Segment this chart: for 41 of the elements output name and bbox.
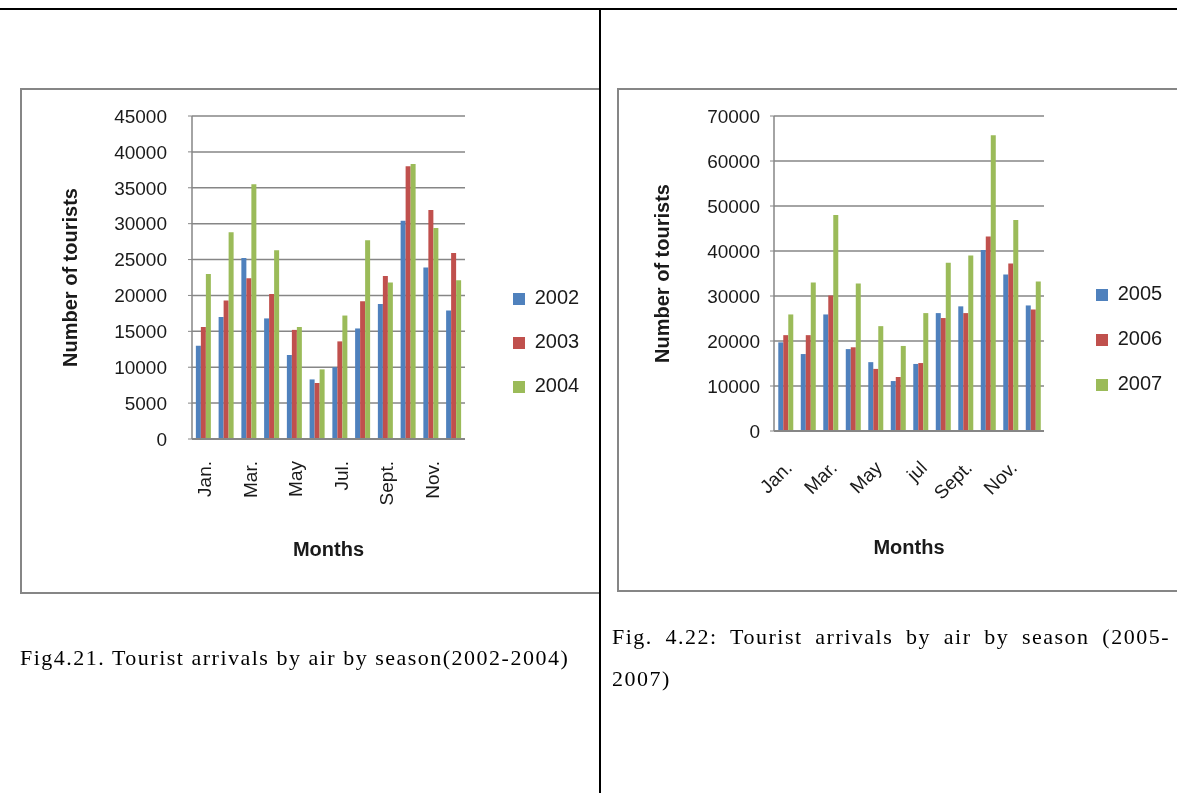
y-tick-label: 40000 (707, 240, 760, 262)
y-tick-label: 20000 (114, 285, 167, 307)
legend-label: 2004 (534, 374, 580, 396)
y-tick-label: 45000 (114, 105, 167, 127)
y-tick-label: 20000 (707, 330, 760, 352)
x-tick-label: jul (902, 456, 932, 486)
x-tick-label: Nov. (421, 461, 443, 499)
y-tick-label: 40000 (114, 141, 167, 163)
y-tick-label: 50000 (707, 195, 760, 217)
legend-label: 2006 (1117, 327, 1163, 349)
x-axis-title: Months (292, 538, 365, 560)
y-tick-label: 25000 (114, 249, 167, 271)
y-tick-label: 5000 (124, 392, 167, 414)
x-tick-label: Jan. (194, 461, 216, 497)
x-tick-label: Jul. (330, 461, 352, 491)
x-axis-title: Months (873, 536, 945, 558)
y-tick-label: 35000 (114, 177, 167, 199)
legend-label: 2005 (1117, 282, 1163, 304)
y-tick-label: 15000 (114, 321, 167, 343)
legend-label: 2007 (1117, 372, 1163, 394)
caption: Fig4.21. Tourist arrivals by air by season(2002-2004) (20, 644, 571, 672)
legend-label: 2002 (534, 286, 580, 308)
x-tick-label: Nov. (979, 456, 1022, 499)
legend-label: 2003 (534, 330, 580, 352)
x-tick-label: Jan. (755, 456, 797, 498)
y-tick-label: 10000 (114, 356, 167, 378)
y-tick-label: 70000 (707, 105, 760, 127)
y-axis-title: Number of tourists (651, 184, 673, 363)
y-tick-label: 30000 (707, 285, 760, 307)
y-axis-title: Number of tourists (59, 188, 81, 367)
x-tick-label: May (285, 460, 307, 497)
caption: Fig. 4.22: Tourist arrivals by air by season (2005-2007) (612, 623, 1170, 693)
y-tick-label: 0 (749, 420, 760, 442)
x-tick-label: Mar. (239, 461, 261, 498)
x-tick-label: Sept. (376, 461, 398, 506)
y-tick-label: 60000 (707, 150, 760, 172)
y-tick-label: 0 (156, 428, 167, 450)
x-tick-label: Mar. (800, 456, 842, 498)
y-tick-label: 30000 (114, 213, 167, 235)
y-tick-label: 10000 (707, 375, 760, 397)
x-tick-label: May (845, 456, 887, 498)
